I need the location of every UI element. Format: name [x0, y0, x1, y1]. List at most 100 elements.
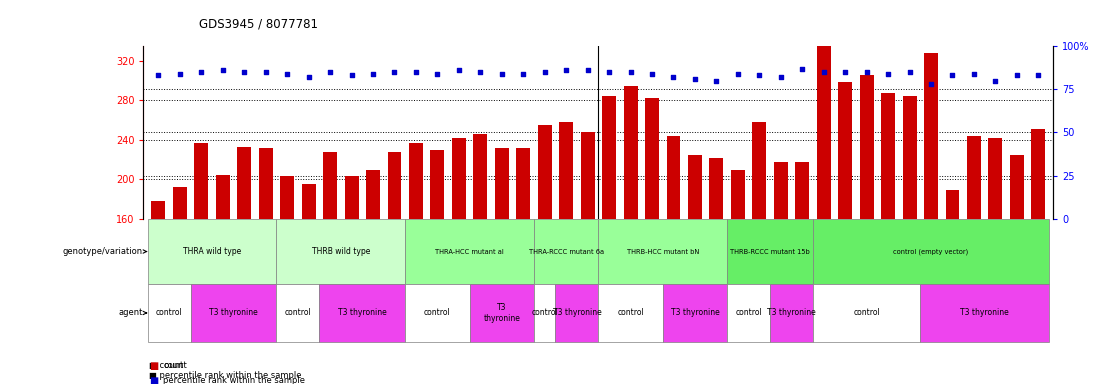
Bar	[277, 219, 405, 284]
Point	[1029, 72, 1047, 78]
Text: THRA-RCCC mutant 6a: THRA-RCCC mutant 6a	[528, 248, 603, 255]
Bar	[148, 219, 277, 284]
Bar	[774, 162, 788, 377]
Bar	[495, 148, 508, 377]
Text: GDS3945 / 8077781: GDS3945 / 8077781	[199, 18, 318, 31]
Point	[193, 69, 211, 75]
Bar	[473, 134, 488, 377]
Bar	[920, 284, 1049, 342]
Text: control: control	[532, 308, 558, 318]
Bar	[452, 138, 465, 377]
Bar	[405, 219, 534, 284]
Bar	[859, 75, 874, 377]
Point	[364, 71, 382, 77]
Text: THRB-HCC mutant bN: THRB-HCC mutant bN	[627, 248, 699, 255]
Bar	[663, 284, 727, 342]
Bar	[881, 93, 896, 377]
Text: T3 thyronine: T3 thyronine	[210, 308, 258, 318]
Bar	[151, 201, 165, 377]
Point	[429, 71, 447, 77]
Point	[493, 71, 511, 77]
Bar	[580, 132, 595, 377]
Point	[450, 67, 468, 73]
Point	[643, 71, 661, 77]
Bar	[752, 122, 767, 377]
Point	[300, 74, 318, 80]
Point	[150, 72, 168, 78]
Bar	[470, 284, 534, 342]
Point	[557, 67, 575, 73]
Bar	[816, 46, 831, 377]
Bar	[598, 284, 663, 342]
Text: THRB-RCCC mutant 15b: THRB-RCCC mutant 15b	[730, 248, 810, 255]
Bar	[405, 284, 470, 342]
Text: T3 thyronine: T3 thyronine	[671, 308, 719, 318]
Point	[858, 69, 876, 75]
Point	[171, 71, 189, 77]
Bar	[301, 184, 315, 377]
Bar	[924, 53, 938, 377]
Bar	[688, 155, 702, 377]
Text: T3 thyronine: T3 thyronine	[768, 308, 816, 318]
Point	[729, 71, 747, 77]
Bar	[148, 284, 191, 342]
Point	[321, 69, 339, 75]
Bar	[727, 284, 770, 342]
Text: percentile rank within the sample: percentile rank within the sample	[163, 376, 306, 384]
Point	[879, 71, 897, 77]
Point	[708, 78, 726, 84]
Text: control: control	[854, 308, 880, 318]
Point	[343, 72, 361, 78]
Text: THRB wild type: THRB wild type	[312, 247, 370, 256]
Point	[214, 67, 232, 73]
Bar	[430, 150, 445, 377]
Point	[407, 69, 425, 75]
Bar	[191, 284, 277, 342]
Text: THRA wild type: THRA wild type	[183, 247, 242, 256]
Text: T3 thyronine: T3 thyronine	[961, 308, 1009, 318]
Text: T3
thyronine: T3 thyronine	[483, 303, 521, 323]
Bar	[409, 143, 422, 377]
Bar	[366, 170, 381, 377]
Point	[901, 69, 919, 75]
Point	[278, 71, 296, 77]
Text: control: control	[156, 308, 182, 318]
Point	[1008, 72, 1026, 78]
Point	[750, 72, 768, 78]
Point	[944, 72, 962, 78]
Bar	[1010, 155, 1024, 377]
Bar	[516, 148, 531, 377]
Bar	[173, 187, 186, 377]
Text: control: control	[285, 308, 311, 318]
Bar	[795, 162, 810, 377]
Point	[836, 69, 854, 75]
Bar	[559, 122, 574, 377]
Bar	[280, 176, 295, 377]
Text: control: control	[618, 308, 644, 318]
Bar	[902, 96, 917, 377]
Bar	[709, 158, 724, 377]
Bar	[838, 83, 853, 377]
Text: ■: ■	[149, 361, 158, 371]
Text: T3 thyronine: T3 thyronine	[553, 308, 601, 318]
Bar	[259, 148, 272, 377]
Point	[665, 74, 683, 80]
Point	[986, 78, 1004, 84]
Bar	[556, 284, 598, 342]
Point	[386, 69, 404, 75]
Text: ■ count
■ percentile rank within the sample: ■ count ■ percentile rank within the sam…	[149, 361, 301, 381]
Point	[686, 76, 704, 82]
Bar	[387, 152, 401, 377]
Point	[514, 71, 532, 77]
Text: THRA-HCC mutant al: THRA-HCC mutant al	[436, 248, 504, 255]
Point	[257, 69, 275, 75]
Point	[815, 69, 833, 75]
Bar	[216, 175, 229, 377]
Bar	[727, 219, 813, 284]
Bar	[813, 284, 920, 342]
Bar	[237, 147, 251, 377]
Bar	[194, 143, 208, 377]
Text: agent: agent	[119, 308, 147, 318]
Bar	[344, 176, 358, 377]
Bar	[988, 138, 1003, 377]
